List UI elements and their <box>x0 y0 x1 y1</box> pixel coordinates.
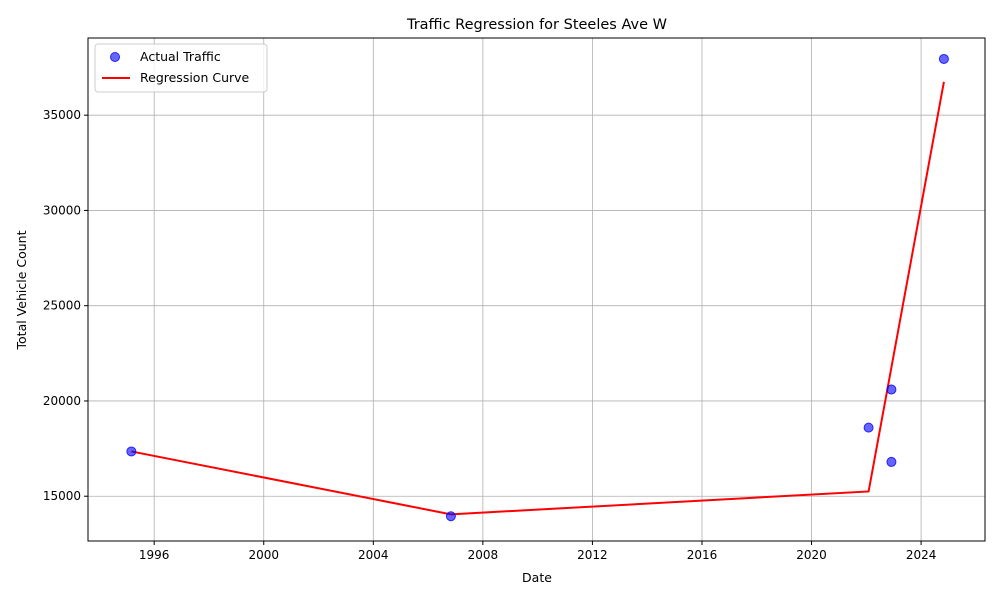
y-axis-ticks: 15000 20000 25000 30000 35000 <box>43 108 88 503</box>
y-axis-label: Total Vehicle Count <box>14 230 29 350</box>
actual-traffic-point <box>938 53 949 64</box>
y-tick-label: 30000 <box>43 203 81 217</box>
legend-box <box>94 43 268 93</box>
legend: Actual Traffic Regression Curve <box>94 43 268 93</box>
actual-traffic-point <box>886 456 897 467</box>
x-tick-label: 2016 <box>687 548 718 562</box>
x-tick-label: 2020 <box>796 548 827 562</box>
x-tick-label: 1996 <box>139 548 170 562</box>
y-tick-label: 15000 <box>43 489 81 503</box>
x-tick-label: 2000 <box>248 548 279 562</box>
x-tick-label: 2004 <box>358 548 389 562</box>
regression-layer <box>131 81 945 516</box>
grid-vertical <box>153 38 922 541</box>
y-tick-label: 20000 <box>43 394 81 408</box>
legend-label-regression-curve: Regression Curve <box>140 70 250 85</box>
x-axis-label: Date <box>522 570 552 585</box>
x-axis-ticks: 1996 2000 2004 2008 2012 2016 2020 2024 <box>139 541 936 562</box>
y-tick-label: 35000 <box>43 108 81 122</box>
actual-traffic-point <box>445 511 456 522</box>
legend-label-actual-traffic: Actual Traffic <box>140 49 221 64</box>
grid-horizontal <box>88 114 985 497</box>
legend-marker-actual-traffic <box>110 52 120 62</box>
plot-area <box>88 38 985 541</box>
plot-frame <box>87 37 986 542</box>
actual-traffic-point <box>126 446 137 457</box>
actual-traffic-point <box>863 422 874 433</box>
regression-curve-line <box>131 81 945 516</box>
actual-traffic-point <box>886 384 897 395</box>
y-tick-label: 25000 <box>43 299 81 313</box>
x-tick-label: 2024 <box>906 548 937 562</box>
x-tick-label: 2012 <box>577 548 608 562</box>
x-tick-label: 2008 <box>468 548 499 562</box>
scatter-layer <box>126 53 949 522</box>
chart-title: Traffic Regression for Steeles Ave W <box>406 17 667 33</box>
